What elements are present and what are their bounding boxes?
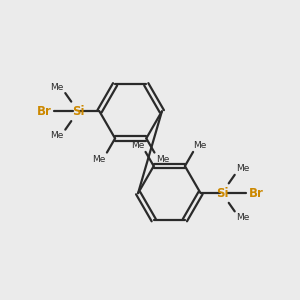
Text: Me: Me: [194, 141, 207, 150]
Text: Me: Me: [236, 213, 250, 222]
Text: Me: Me: [131, 141, 144, 150]
Text: Si: Si: [216, 187, 228, 200]
Text: Me: Me: [50, 82, 64, 91]
Text: Br: Br: [249, 187, 264, 200]
Text: Br: Br: [36, 105, 51, 118]
Text: Me: Me: [50, 131, 64, 140]
Text: Me: Me: [156, 155, 169, 164]
Text: Si: Si: [72, 105, 84, 118]
Text: Me: Me: [92, 155, 106, 164]
Text: Me: Me: [236, 164, 250, 173]
